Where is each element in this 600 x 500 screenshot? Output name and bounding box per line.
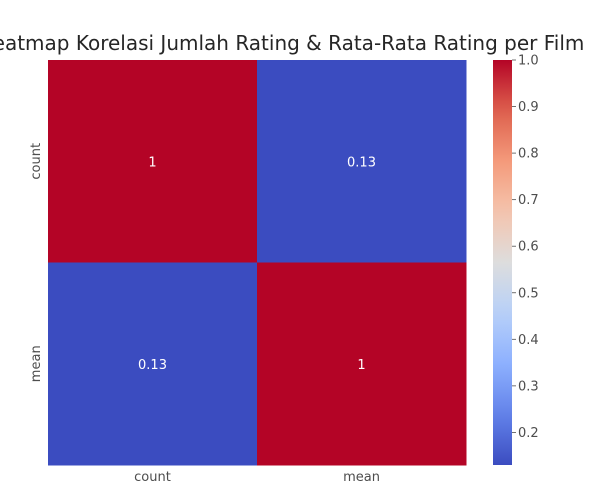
cell-value-label: 1 <box>148 155 156 170</box>
chart-title: Heatmap Korelasi Jumlah Rating & Rata-Ra… <box>0 31 585 55</box>
heatmap-cell <box>48 262 258 466</box>
y-tick-label: mean <box>29 345 44 382</box>
colorbar-tick-label: 0.4 <box>518 333 539 348</box>
colorbar-tick-labels: 0.2 0.3 0.4 0.5 0.6 0.7 0.8 0.9 1.0 <box>512 54 539 441</box>
colorbar-tick-label: 0.3 <box>518 379 539 394</box>
colorbar-tick-label: 0.7 <box>518 193 539 208</box>
colorbar-tick-label: 0.9 <box>518 100 539 115</box>
heatmap-cell <box>257 60 467 263</box>
colorbar <box>493 60 512 465</box>
x-tick-label: count <box>134 470 171 485</box>
x-tick-label: mean <box>343 470 380 485</box>
colorbar-tick-label: 0.5 <box>518 286 539 301</box>
y-tick-label: count <box>29 143 44 180</box>
colorbar-tick-label: 0.2 <box>518 426 539 441</box>
heatmap-cells: 1 0.13 0.13 1 <box>48 60 467 466</box>
colorbar-tick-label: 1.0 <box>518 54 539 69</box>
cell-value-label: 1 <box>357 358 365 373</box>
colorbar-tick-label: 0.8 <box>518 147 539 162</box>
cell-value-label: 0.13 <box>347 155 376 170</box>
colorbar-tick-label: 0.6 <box>518 240 539 255</box>
heatmap-cell <box>257 262 467 466</box>
cell-value-label: 0.13 <box>138 358 167 373</box>
y-tick-labels: count mean <box>29 143 44 382</box>
x-tick-labels: count mean <box>134 470 380 485</box>
heatmap-cell <box>48 60 258 263</box>
